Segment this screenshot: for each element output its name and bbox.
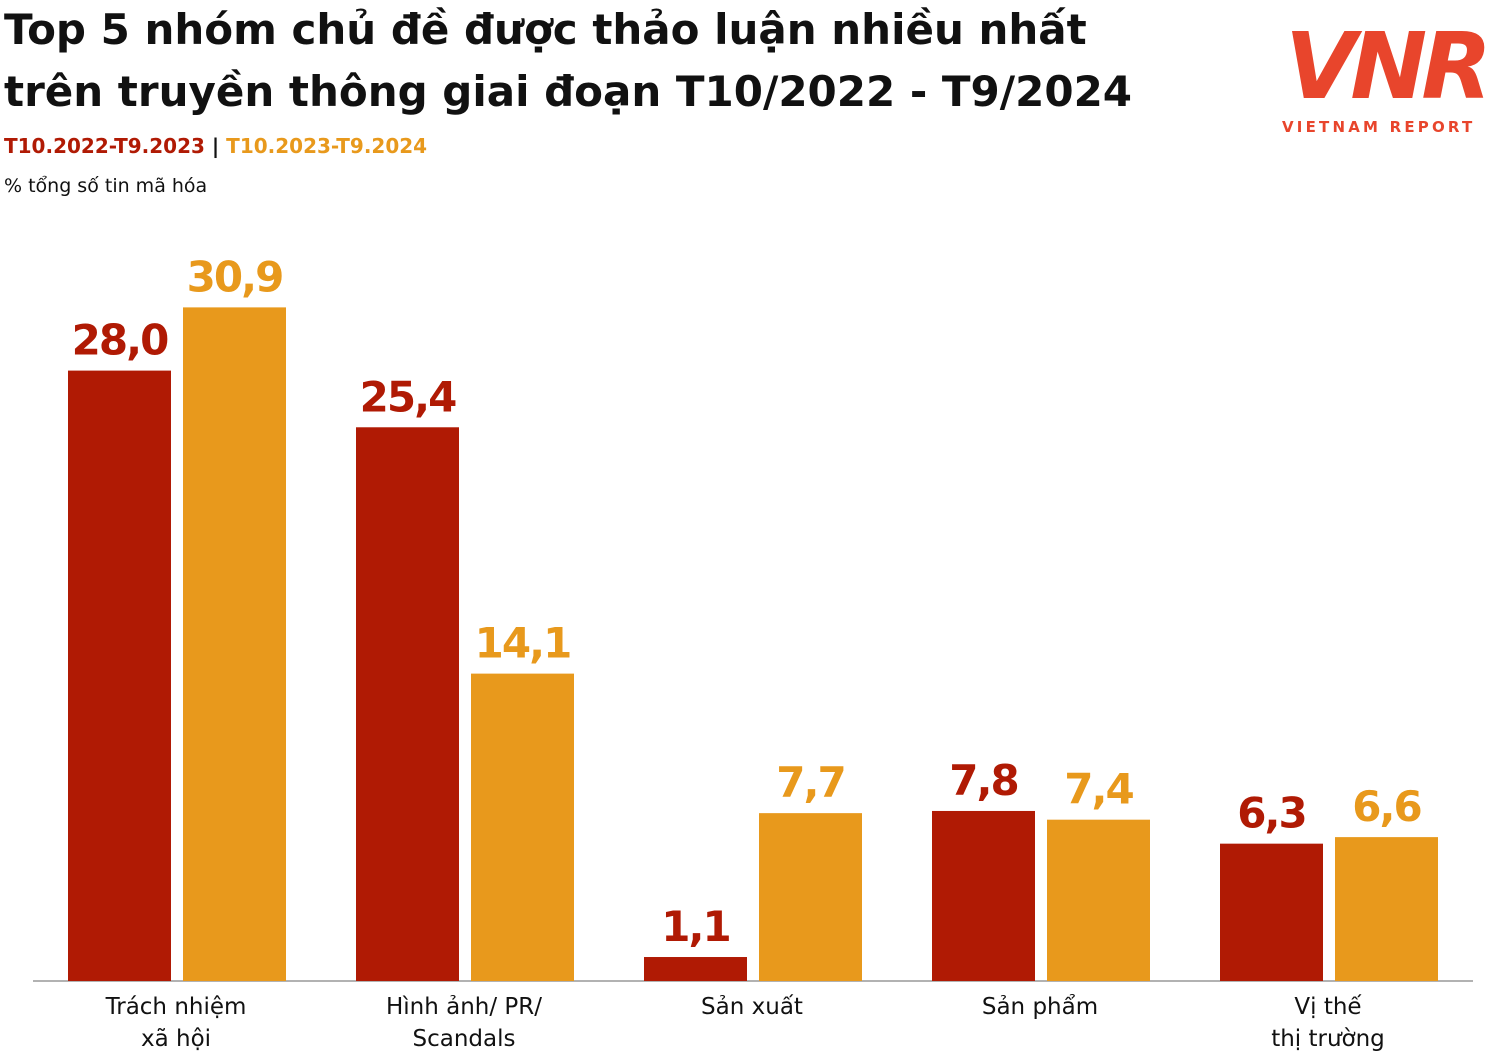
bar (183, 307, 286, 981)
value-label: 14,1 (475, 619, 571, 668)
x-tick-label: Scandals (413, 1026, 516, 1052)
value-label: 25,4 (360, 372, 456, 421)
x-tick-label: Trách nhiệm (105, 994, 247, 1020)
value-label: 7,4 (1064, 765, 1133, 814)
chart-title: trên truyền thông giai đoạn T10/2022 - T… (4, 67, 1132, 116)
bar (759, 813, 862, 981)
logo-mark: VNR (1285, 13, 1486, 120)
chart-title: Top 5 nhóm chủ đề được thảo luận nhiều n… (4, 5, 1087, 54)
legend-entry: T10.2023-T9.2024 (226, 134, 427, 158)
value-label: 7,7 (776, 758, 844, 807)
bar (356, 427, 459, 981)
x-tick-label: Vị thế (1294, 994, 1362, 1020)
legend: T10.2022-T9.2023 | T10.2023-T9.2024 (4, 134, 427, 158)
bar (68, 370, 171, 982)
value-label: 30,9 (187, 252, 283, 301)
bar (1335, 837, 1438, 981)
x-tick-label: xã hội (141, 1026, 211, 1052)
bar (471, 673, 574, 981)
x-tick-label: Hình ảnh/ PR/ (386, 994, 542, 1020)
bar (932, 810, 1035, 981)
y-axis-label: % tổng số tin mã hóa (4, 175, 207, 197)
value-label: 1,1 (661, 902, 729, 951)
logo-text: VIETNAM REPORT (1282, 118, 1475, 136)
legend-entry: T10.2022-T9.2023 (4, 134, 205, 158)
bar (644, 957, 747, 981)
bar (1047, 819, 1150, 981)
value-label: 6,3 (1237, 789, 1305, 838)
x-tick-label: Sản phẩm (982, 994, 1098, 1020)
value-label: 6,6 (1352, 782, 1420, 831)
value-label: 28,0 (72, 316, 168, 365)
x-tick-label: Sản xuất (701, 994, 803, 1020)
bar (1220, 843, 1323, 981)
legend-separator: | (212, 134, 219, 158)
value-label: 7,8 (949, 756, 1017, 805)
x-tick-label: thị trường (1271, 1026, 1385, 1052)
